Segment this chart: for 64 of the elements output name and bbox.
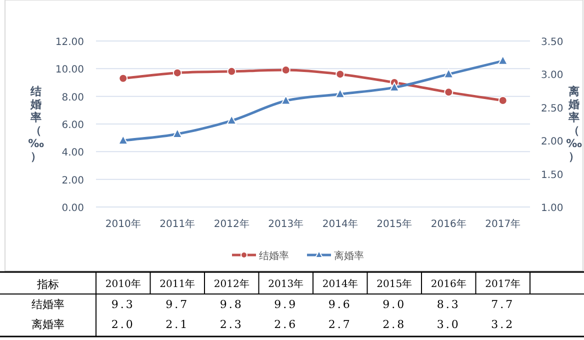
y-tick-label: 8.00 bbox=[62, 92, 84, 104]
point bbox=[118, 135, 128, 145]
x-tick-label: 2013年 bbox=[268, 218, 304, 230]
point bbox=[389, 82, 400, 92]
point bbox=[335, 88, 346, 98]
point bbox=[280, 95, 291, 105]
y2-tick-label: 3.00 bbox=[541, 70, 564, 82]
point bbox=[498, 96, 508, 105]
data-label: 2.3 bbox=[220, 318, 244, 331]
legend-label: 结婚率 bbox=[259, 250, 289, 262]
y2-axis-title: 离婚率（‰） bbox=[566, 85, 582, 163]
data-label: 9.8 bbox=[220, 298, 244, 311]
point bbox=[118, 74, 128, 83]
y2-tick-label: 1.00 bbox=[541, 203, 564, 214]
x-tick-label: 2011年 bbox=[160, 218, 196, 230]
x-tick-label: 2014年 bbox=[322, 218, 358, 230]
x-tick-label: 2010年 bbox=[105, 218, 141, 230]
y2-tick-label: 3.50 bbox=[541, 37, 564, 48]
legend-label: 离婚率 bbox=[334, 250, 364, 262]
point bbox=[227, 66, 236, 76]
text: 离婚率 bbox=[32, 318, 64, 331]
y-tick-label: 2.00 bbox=[62, 175, 84, 186]
y2-tick-label: 2.00 bbox=[541, 136, 564, 148]
data-label: 3.0 bbox=[436, 318, 460, 331]
point bbox=[336, 70, 345, 79]
data-label: 9.9 bbox=[274, 298, 298, 311]
y2-tick-label: 2.50 bbox=[541, 103, 564, 114]
y-tick-label: 12.00 bbox=[55, 37, 84, 48]
category-label: 2012年 bbox=[214, 279, 250, 290]
data-label: 2.7 bbox=[328, 318, 352, 331]
y-axis-title: 结婚率（‰） bbox=[28, 85, 44, 163]
category-label: 2015年 bbox=[376, 279, 412, 290]
data-label: 9.7 bbox=[166, 298, 190, 311]
x-tick-label: 2015年 bbox=[376, 218, 412, 230]
data-label: 9.6 bbox=[328, 298, 352, 311]
category-label: 2011年 bbox=[160, 279, 196, 290]
y-tick-label: 4.00 bbox=[62, 148, 84, 159]
point bbox=[444, 88, 454, 97]
data-label: 9.0 bbox=[382, 298, 406, 311]
text: 指标 bbox=[36, 278, 59, 291]
y2-tick-label: 1.50 bbox=[541, 170, 564, 181]
text: 结婚率 bbox=[32, 298, 64, 311]
category-label: 2013年 bbox=[268, 279, 304, 290]
data-label: 2.6 bbox=[274, 318, 298, 331]
y-tick-label: 6.00 bbox=[62, 120, 84, 131]
data-label: 2.1 bbox=[166, 318, 190, 331]
point bbox=[226, 115, 237, 125]
category-label: 2016年 bbox=[430, 279, 466, 290]
category-label: 2014年 bbox=[322, 279, 358, 290]
point bbox=[444, 68, 454, 78]
y-tick-label: 10.00 bbox=[55, 64, 84, 76]
x-tick-label: 2012年 bbox=[214, 218, 250, 230]
data-label: 3.2 bbox=[491, 318, 515, 331]
category-label: 2010年 bbox=[105, 279, 141, 290]
x-tick-label: 2016年 bbox=[430, 218, 466, 230]
data-label: 8.3 bbox=[436, 298, 460, 311]
category-label: 2017年 bbox=[485, 279, 521, 290]
x-tick-label: 2017年 bbox=[485, 218, 521, 230]
y-tick-label: 0.00 bbox=[62, 203, 84, 214]
data-label: 2.0 bbox=[111, 318, 135, 331]
data-label: 9.3 bbox=[111, 298, 135, 311]
point bbox=[172, 68, 182, 78]
data-label: 2.8 bbox=[382, 318, 406, 331]
data-label: 7.7 bbox=[491, 298, 515, 311]
